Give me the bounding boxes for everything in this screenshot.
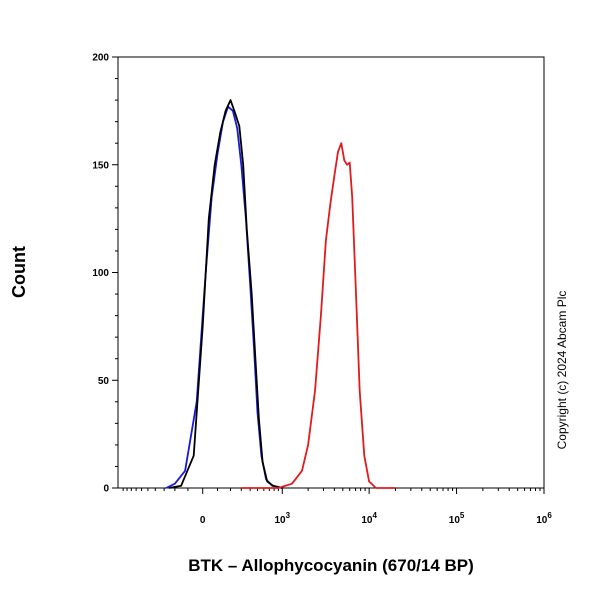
x-tick-label: 0 <box>200 515 206 526</box>
x-tick-label: 104 <box>361 511 377 526</box>
series-black-line <box>169 99 283 489</box>
series-layer <box>165 99 396 489</box>
x-tick-label: 106 <box>536 511 552 526</box>
y-tick-label: 150 <box>92 160 109 171</box>
y-tick-label: 100 <box>92 268 109 279</box>
copyright-notice: Copyright (c) 2024 Abcam Plc <box>555 291 569 450</box>
y-tick-label: 50 <box>98 376 110 387</box>
x-axis: 0 103 104 105 106 <box>122 488 552 526</box>
series-blue-line <box>165 105 283 489</box>
plot-frame <box>117 56 545 489</box>
y-axis: 0 50 100 150 200 <box>92 53 118 495</box>
y-axis-title: Count <box>9 246 29 298</box>
x-axis-title: BTK – Allophycocyanin (670/14 BP) <box>188 556 474 575</box>
x-tick-label: 103 <box>274 511 290 526</box>
series-red-line <box>241 142 396 489</box>
y-tick-label: 0 <box>103 484 109 495</box>
x-tick-label: 105 <box>449 511 465 526</box>
y-tick-label: 200 <box>92 53 109 64</box>
